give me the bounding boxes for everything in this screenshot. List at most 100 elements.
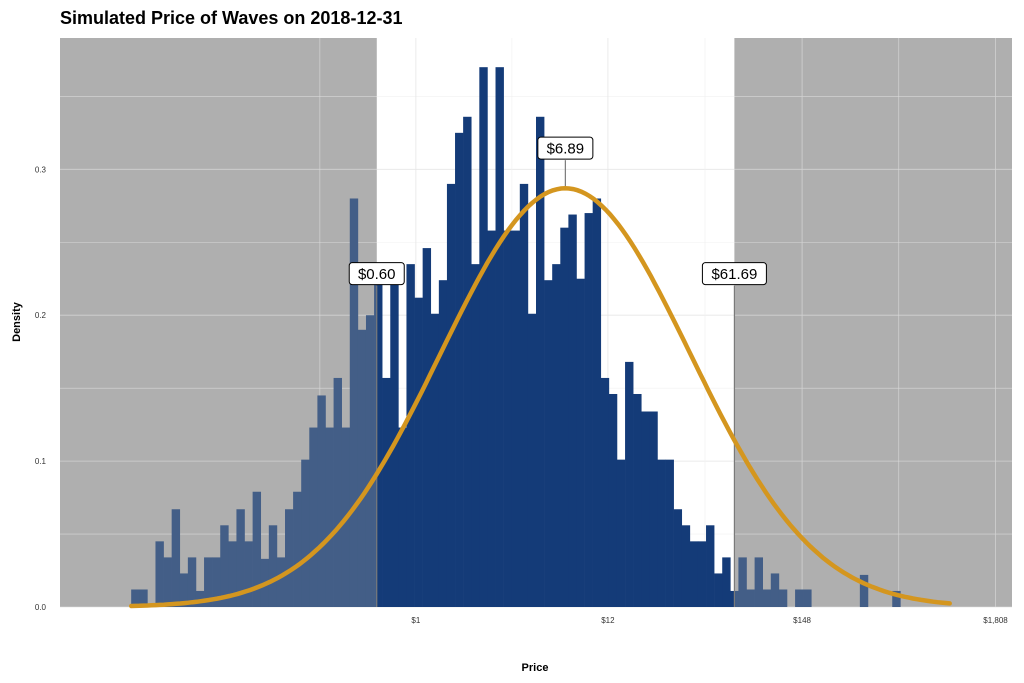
shaded-regions bbox=[60, 38, 1012, 607]
histogram-bar bbox=[187, 557, 197, 607]
y-tick-label: 0.0 bbox=[35, 603, 47, 612]
histogram-bar bbox=[600, 377, 610, 607]
y-tick-label: 0.1 bbox=[35, 457, 47, 466]
histogram-bar bbox=[455, 132, 464, 608]
histogram-bar bbox=[325, 427, 334, 607]
histogram-bar bbox=[276, 557, 286, 607]
histogram-bar bbox=[212, 557, 221, 607]
histogram-bar bbox=[244, 541, 253, 607]
histogram-bar bbox=[527, 313, 537, 607]
histogram-bar bbox=[236, 509, 245, 607]
histogram-bar bbox=[714, 573, 723, 607]
histogram-bar bbox=[179, 573, 189, 607]
histogram-bar bbox=[754, 557, 764, 607]
chart-title: Simulated Price of Waves on 2018-12-31 bbox=[60, 8, 402, 28]
histogram-bar bbox=[155, 541, 164, 607]
annotation-box bbox=[348, 262, 405, 286]
histogram-bar bbox=[252, 491, 262, 607]
histogram-bar bbox=[471, 264, 480, 607]
shaded-region-overlay bbox=[60, 38, 377, 607]
annotation-label: $6.89 bbox=[547, 141, 585, 158]
histogram-bar bbox=[463, 116, 472, 608]
histogram-bar bbox=[268, 525, 278, 607]
histogram-bar bbox=[139, 589, 148, 607]
histogram-bar bbox=[487, 230, 496, 608]
histogram-bar bbox=[859, 574, 869, 607]
histogram-bar bbox=[625, 361, 634, 607]
histogram-bar bbox=[382, 377, 391, 607]
histogram-bar bbox=[357, 329, 367, 607]
histogram-bar bbox=[390, 264, 399, 607]
histogram-bar bbox=[519, 183, 529, 607]
annotation-box bbox=[537, 136, 594, 160]
histogram-bar bbox=[414, 297, 423, 607]
histogram-bar bbox=[309, 427, 318, 607]
histogram-bar bbox=[374, 264, 383, 607]
histogram-bar bbox=[438, 280, 448, 607]
histogram-bar bbox=[892, 590, 901, 607]
histogram-bar bbox=[406, 264, 415, 607]
histogram-bar bbox=[584, 213, 593, 608]
histogram-bar bbox=[333, 377, 342, 607]
histogram-bar bbox=[746, 589, 755, 607]
histogram-bar bbox=[697, 541, 707, 607]
histogram-bar bbox=[592, 198, 602, 607]
y-tick-label: 0.3 bbox=[35, 165, 47, 174]
histogram-bar bbox=[681, 525, 691, 607]
histogram-bar bbox=[689, 541, 699, 607]
histogram-bar bbox=[317, 395, 326, 607]
density-curve bbox=[128, 186, 952, 609]
x-tick-label: $1,808 bbox=[983, 616, 1008, 625]
histogram-bar bbox=[398, 427, 407, 607]
annotation-box bbox=[701, 262, 767, 286]
histogram-bar bbox=[762, 589, 772, 607]
histogram-bar bbox=[365, 315, 375, 607]
x-tick-labels: $1 $12 $148 $1,808 bbox=[411, 616, 1008, 625]
histogram-bar bbox=[706, 525, 715, 607]
histogram-bar bbox=[536, 116, 545, 608]
x-tick-label: $12 bbox=[601, 616, 615, 625]
histogram-bar bbox=[608, 393, 618, 607]
histogram-bar bbox=[616, 459, 626, 607]
histogram-bar bbox=[131, 589, 140, 607]
histogram-bar bbox=[576, 278, 585, 607]
histogram-bar bbox=[738, 557, 747, 607]
histogram-bar bbox=[349, 198, 359, 607]
histogram-bar bbox=[495, 67, 504, 607]
histogram-bar bbox=[770, 573, 780, 607]
histogram-bar bbox=[503, 230, 513, 608]
histogram-bar bbox=[430, 313, 440, 607]
x-tick-label: $1 bbox=[411, 616, 420, 625]
histogram-bar bbox=[163, 557, 172, 607]
histogram-bar bbox=[204, 557, 213, 607]
y-axis-label: Density bbox=[11, 301, 23, 342]
histogram-bar bbox=[803, 589, 812, 607]
histogram-bar bbox=[220, 525, 229, 607]
histogram-bar bbox=[568, 214, 577, 608]
histogram-bar bbox=[479, 67, 488, 607]
interval-markers bbox=[376, 160, 736, 607]
histogram-bar bbox=[195, 590, 205, 607]
y-tick-labels: 0.0 0.1 0.2 0.3 bbox=[35, 165, 47, 612]
histogram-bar bbox=[422, 248, 432, 608]
histogram-bar bbox=[228, 541, 237, 607]
histogram-bar bbox=[560, 227, 569, 607]
histogram-bar bbox=[778, 589, 788, 607]
histogram-bar bbox=[722, 557, 731, 607]
histogram-bar bbox=[544, 280, 553, 607]
y-tick-label: 0.2 bbox=[35, 311, 47, 320]
annotation-label: $61.69 bbox=[711, 266, 757, 283]
histogram-bar bbox=[633, 393, 642, 607]
histogram-bar bbox=[293, 491, 302, 607]
x-axis-label: Price bbox=[522, 662, 549, 674]
histogram-bar bbox=[665, 459, 674, 607]
x-tick-label: $148 bbox=[793, 616, 811, 625]
histogram-bar bbox=[673, 509, 683, 607]
histogram-bar bbox=[171, 509, 181, 607]
histogram-bar bbox=[641, 411, 650, 607]
histogram-bar bbox=[301, 459, 310, 607]
histogram-bar bbox=[552, 264, 561, 607]
annotations: $0.60 $6.89 $61.69 bbox=[348, 136, 767, 286]
histogram-bar bbox=[446, 183, 456, 607]
histogram-bar bbox=[285, 509, 294, 607]
